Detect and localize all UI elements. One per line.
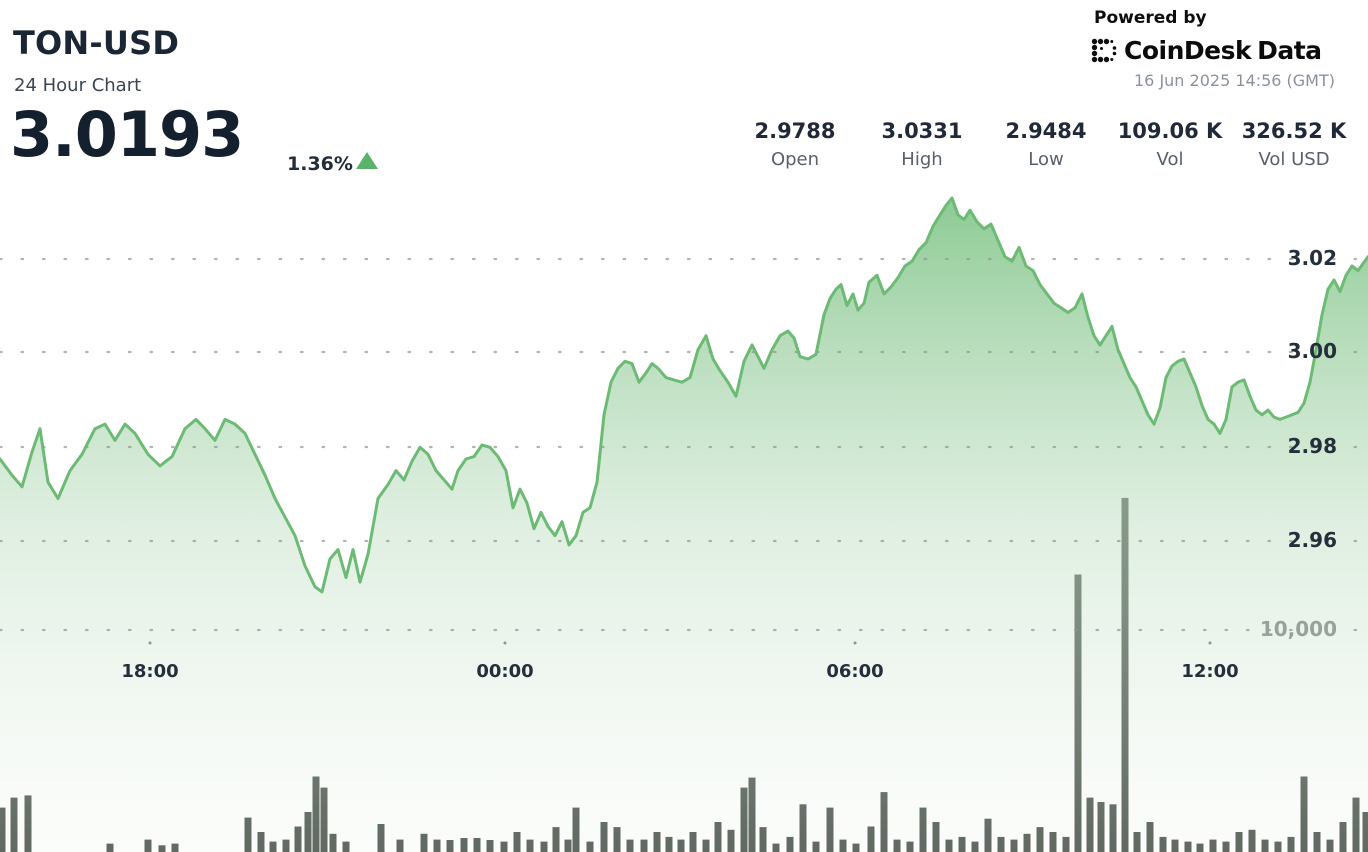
stat-vol: 109.06 K Vol	[1118, 118, 1223, 172]
stat-high-value: 3.0331	[881, 119, 963, 143]
stat-vol-usd-label: Vol USD	[1258, 149, 1330, 170]
coindesk-logo-icon	[1091, 38, 1117, 63]
stat-open-label: Open	[770, 149, 820, 170]
price-line	[0, 196, 1368, 594]
stat-vol-usd: 326.52 K Vol USD	[1242, 118, 1347, 172]
stat-high: 3.0331 High	[881, 118, 962, 172]
y-axis-label-2-96: 2.96	[1287, 528, 1337, 552]
stat-low-value: 2.9484	[1005, 119, 1087, 143]
y-axis-label-3-02: 3.02	[1287, 246, 1337, 270]
gridlines	[0, 257, 1368, 632]
powered-by-label: Powered by	[1094, 8, 1207, 28]
current-price: 3.0193	[10, 98, 244, 171]
price-change-percent: 1.36%	[287, 153, 353, 175]
y-axis-volume-label: 10,000	[1259, 617, 1337, 641]
stat-vol-label: Vol	[1156, 149, 1184, 170]
stat-open: 2.9788 Open	[754, 118, 835, 172]
brand-name: CoinDesk Data	[1124, 36, 1322, 65]
stat-high-label: High	[901, 149, 943, 170]
brand-name-data: Data	[1257, 36, 1322, 65]
chart-subtitle: 24 Hour Chart	[14, 75, 142, 96]
symbol-title: TON-USD	[13, 24, 180, 62]
stat-open-value: 2.9788	[754, 119, 836, 143]
y-axis-label-3-00: 3.00	[1287, 339, 1337, 363]
up-triangle-icon	[356, 152, 378, 169]
y-axis-label-2-98: 2.98	[1287, 434, 1337, 458]
price-area-fill	[0, 198, 1368, 852]
x-axis-label-12-00: 12:00	[1181, 661, 1239, 682]
branding-block: Powered by CoinDesk Data 16 Jun 2025 14:5…	[1090, 8, 1335, 90]
brand-name-coindesk: CoinDesk	[1124, 36, 1252, 65]
x-axis-label-00-00: 00:00	[476, 661, 534, 682]
x-axis-label-18-00: 18:00	[121, 661, 179, 682]
stat-vol-usd-value: 326.52 K	[1241, 119, 1347, 143]
stat-low-label: Low	[1028, 149, 1064, 170]
coindesk-data-logo[interactable]: CoinDesk Data	[1090, 36, 1335, 65]
quote-timestamp: 16 Jun 2025 14:56 (GMT)	[1134, 71, 1335, 90]
x-axis-label-06-00: 06:00	[826, 661, 884, 682]
stat-vol-value: 109.06 K	[1117, 119, 1223, 143]
x-axis-ticks	[148, 641, 1212, 645]
stat-low: 2.9484 Low	[1005, 118, 1086, 172]
